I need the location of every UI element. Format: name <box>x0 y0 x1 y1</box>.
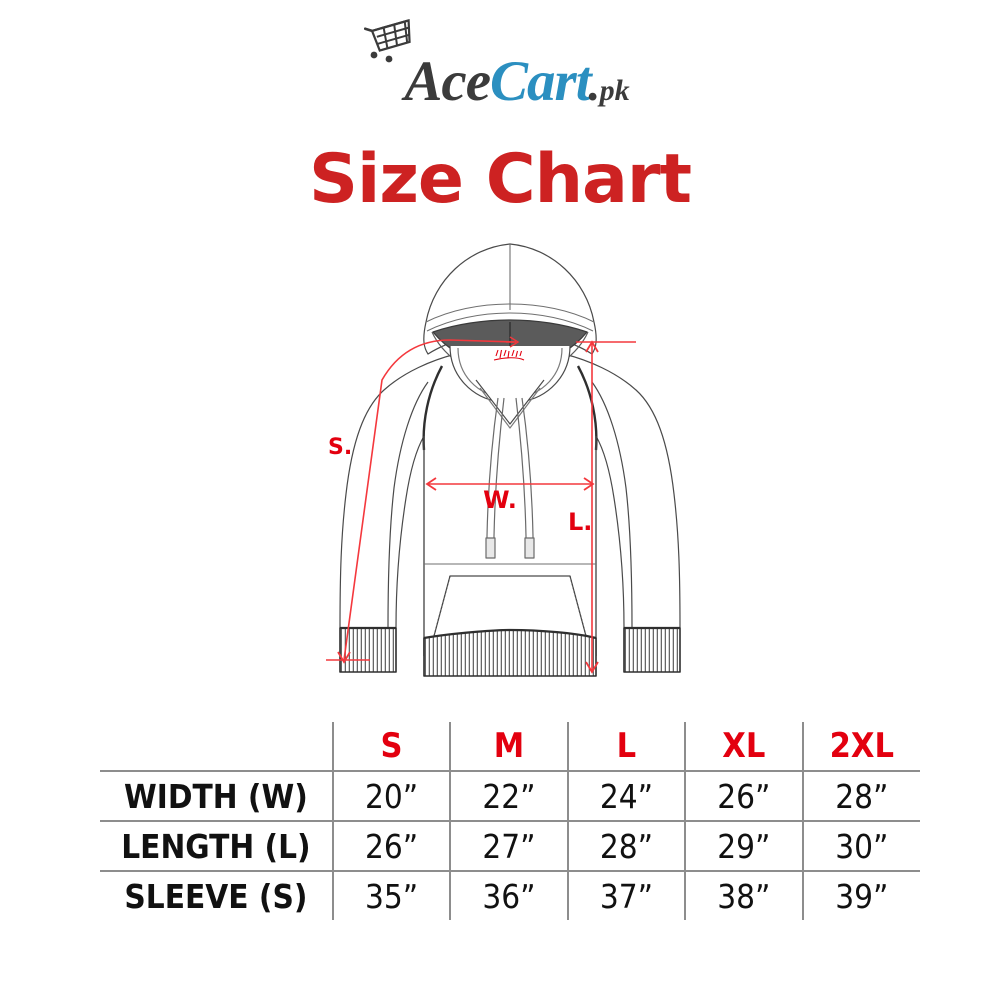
cell-width-2xl: 28” <box>801 771 920 822</box>
brand-dot: . <box>586 57 599 111</box>
cell-width-xl: 26” <box>684 771 803 822</box>
row-header-sleeve: SLEEVE (S) <box>124 876 308 916</box>
column-header-m: M <box>449 722 568 772</box>
cell-sleeve-2xl: 39” <box>801 871 920 920</box>
garment-brand-mark <box>493 349 525 361</box>
cell-length-m: 27” <box>449 821 568 872</box>
cell-width-s: 20” <box>331 771 451 822</box>
cell-length-s: 26” <box>331 821 451 872</box>
column-header-s: S <box>331 722 451 772</box>
cell-sleeve-s: 35” <box>331 871 451 920</box>
brand-tld: pk <box>599 73 630 107</box>
cell-sleeve-l: 37” <box>566 871 686 920</box>
cell-sleeve-m: 36” <box>449 871 568 920</box>
column-header-l: L <box>566 722 686 772</box>
table-header-row: S M L XL 2XL <box>100 722 920 772</box>
row-header-width: WIDTH (W) <box>100 771 333 822</box>
table-corner-cell <box>100 722 333 772</box>
brand-name-cart: Cart <box>490 49 592 113</box>
cell-sleeve-xl: 38” <box>684 871 803 920</box>
page-title: Size Chart <box>309 140 692 219</box>
cell-width-m: 22” <box>449 771 568 822</box>
cell-width-l: 24” <box>566 771 686 822</box>
hoodie-illustration: S. W. L. <box>300 236 700 706</box>
table-row: WIDTH (W) 20” 22” 24” 26” 28” <box>100 771 920 822</box>
column-header-xl: XL <box>684 722 803 772</box>
brand-logo: Ace Cart . pk <box>0 18 1000 116</box>
brand-name-ace: Ace <box>404 49 491 113</box>
shopping-cart-icon <box>364 18 426 65</box>
cell-length-l: 28” <box>566 821 686 872</box>
width-measure-label: W. <box>483 486 517 514</box>
sleeve-measure-label: S. <box>328 435 352 460</box>
cell-length-xl: 29” <box>684 821 803 872</box>
size-chart-table: S M L XL 2XL WIDTH (W) 20” 22” 24” 26” 2… <box>100 722 920 920</box>
table-row: SLEEVE (S) 35” 36” 37” 38” 39” <box>100 871 920 920</box>
measurement-guides <box>326 336 636 674</box>
table-row: LENGTH (L) 26” 27” 28” 29” 30” <box>100 821 920 872</box>
cell-length-2xl: 30” <box>801 821 920 872</box>
row-header-length: LENGTH (L) <box>100 821 333 872</box>
column-header-2xl: 2XL <box>801 722 920 772</box>
length-measure-label: L. <box>568 508 592 536</box>
